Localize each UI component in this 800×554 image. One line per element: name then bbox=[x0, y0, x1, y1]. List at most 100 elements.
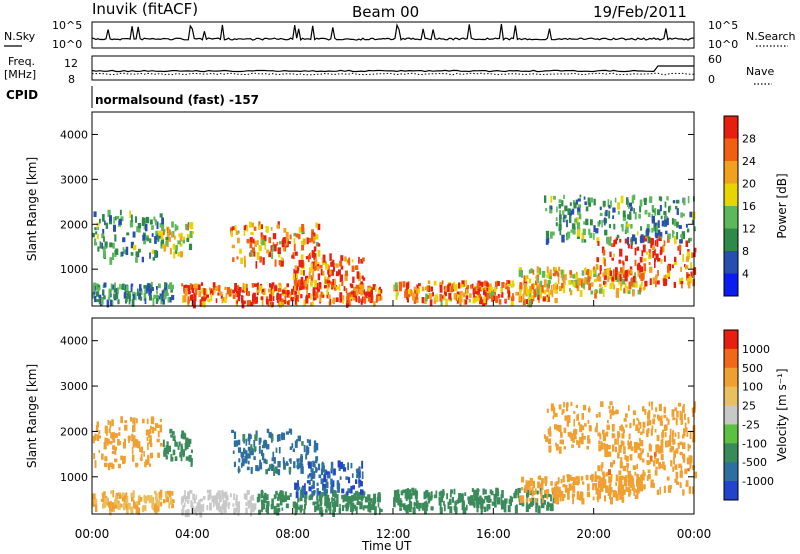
power-cell-3 bbox=[201, 297, 204, 301]
power-cell-3 bbox=[365, 291, 368, 296]
power-cell-9 bbox=[646, 223, 650, 230]
velocity-cell-0 bbox=[123, 495, 127, 500]
power-cell-3 bbox=[193, 292, 197, 299]
velocity-cell-1 bbox=[120, 416, 123, 424]
power-cell-9 bbox=[686, 228, 690, 233]
power-cell-5 bbox=[329, 270, 332, 275]
power-cell-7 bbox=[627, 290, 631, 294]
velocity-cell-0 bbox=[137, 495, 140, 501]
power-cell-3 bbox=[300, 294, 303, 299]
power-cell-7 bbox=[536, 271, 540, 279]
velocity-cell-3 bbox=[250, 494, 255, 501]
velocity-cell-7 bbox=[441, 491, 445, 496]
power-cell-7 bbox=[587, 269, 590, 276]
power-cell-6 bbox=[452, 283, 454, 290]
power-cell-0 bbox=[132, 291, 135, 297]
velocity-cell-8 bbox=[555, 486, 559, 493]
power-cell-7 bbox=[551, 289, 554, 298]
date-title: 19/Feb/2011 bbox=[593, 3, 687, 21]
velocity-cell-0 bbox=[139, 497, 143, 502]
velocity-cell-9 bbox=[687, 443, 690, 452]
power-cell-0 bbox=[93, 289, 96, 295]
velocity-cell-9 bbox=[605, 450, 609, 458]
power-cell-0 bbox=[156, 286, 158, 290]
power-cell-9 bbox=[657, 229, 661, 236]
velocity-cell-10 bbox=[558, 404, 562, 410]
power-cell-4 bbox=[251, 247, 255, 252]
velocity-cell-5 bbox=[247, 446, 251, 451]
power-cell-5 bbox=[308, 271, 311, 279]
power-cell-2 bbox=[175, 225, 179, 231]
power-cell-2 bbox=[173, 243, 176, 251]
power-cell-0 bbox=[108, 292, 111, 298]
power-cell-3 bbox=[352, 295, 356, 301]
velocity-cell-10 bbox=[674, 407, 678, 412]
power-cell-1 bbox=[123, 249, 127, 254]
power-cell-3 bbox=[186, 285, 191, 292]
velocity-cell-5 bbox=[266, 444, 270, 450]
power-cell-8 bbox=[682, 254, 684, 262]
velocity-cell-8 bbox=[610, 497, 613, 505]
velocity-cell-5 bbox=[255, 430, 258, 438]
velocity-cell-0 bbox=[102, 504, 105, 509]
velocity-cell-7 bbox=[535, 505, 538, 513]
power-cell-3 bbox=[240, 289, 242, 293]
power-cell-4 bbox=[285, 231, 289, 240]
power-cell-3 bbox=[191, 287, 195, 293]
power-cell-7 bbox=[518, 269, 522, 277]
power-cell-7 bbox=[572, 274, 576, 279]
power-cell-3 bbox=[353, 286, 356, 291]
velocity-cell-9 bbox=[606, 472, 609, 476]
velocity-cell-0 bbox=[137, 507, 141, 515]
velocity-cell-4 bbox=[274, 494, 277, 499]
power-cell-9 bbox=[654, 208, 657, 216]
velocity-cell-7 bbox=[481, 506, 483, 513]
velocity-cell-3 bbox=[222, 491, 225, 497]
power-cell-3 bbox=[361, 283, 365, 291]
power-cell-5 bbox=[327, 269, 330, 275]
velocity-cell-10 bbox=[599, 433, 602, 440]
power-cell-5 bbox=[316, 266, 320, 271]
power-cell-8 bbox=[648, 261, 651, 265]
freq-panel-frame bbox=[91, 55, 695, 81]
velocity-cell-3 bbox=[217, 504, 220, 511]
velocity-cell-4 bbox=[314, 505, 317, 513]
power-cell-7 bbox=[622, 270, 626, 279]
power-cell-7 bbox=[523, 286, 526, 294]
power-cell-0 bbox=[112, 284, 116, 290]
velocity-cell-3 bbox=[217, 490, 221, 496]
power-cell-3 bbox=[368, 295, 371, 302]
velocity-cell-4 bbox=[331, 502, 334, 508]
velocity-cell-8 bbox=[629, 484, 633, 488]
velocity-cell-4 bbox=[372, 503, 376, 511]
power-colorbar-frame bbox=[723, 115, 739, 297]
velocity-cell-9 bbox=[612, 460, 616, 465]
power-cell-0 bbox=[115, 288, 118, 296]
power-cell-6 bbox=[430, 286, 433, 292]
power-cell-1 bbox=[94, 238, 97, 246]
power-cell-4 bbox=[279, 241, 282, 245]
velocity-cell-9 bbox=[628, 476, 631, 485]
velocity-cell-9 bbox=[626, 462, 629, 468]
power-cell-6 bbox=[510, 298, 514, 306]
time-tick-label: 16:00 bbox=[476, 527, 511, 541]
velocity-cell-4 bbox=[313, 501, 317, 505]
velocity-cell-10 bbox=[684, 422, 687, 430]
velocity-cell-7 bbox=[405, 494, 408, 502]
velocity-cell-10 bbox=[584, 423, 587, 427]
power-cell-1 bbox=[138, 248, 141, 253]
power-cell-9 bbox=[689, 237, 693, 242]
power-cell-7 bbox=[613, 269, 615, 277]
velocity-cell-1 bbox=[149, 442, 153, 448]
power-cell-5 bbox=[321, 261, 325, 265]
velocity-colorbar-tick: 1000 bbox=[742, 343, 770, 356]
power-cell-3 bbox=[303, 299, 307, 306]
velocity-cell-3 bbox=[198, 504, 202, 508]
power-cell-5 bbox=[358, 272, 361, 276]
power-cell-6 bbox=[494, 291, 497, 296]
velocity-cell-1 bbox=[135, 442, 138, 448]
power-cell-9 bbox=[599, 206, 602, 211]
power-cell-6 bbox=[495, 295, 499, 303]
velocity-cell-6 bbox=[304, 483, 306, 492]
velocity-colorbar-tick: -25 bbox=[742, 418, 760, 431]
